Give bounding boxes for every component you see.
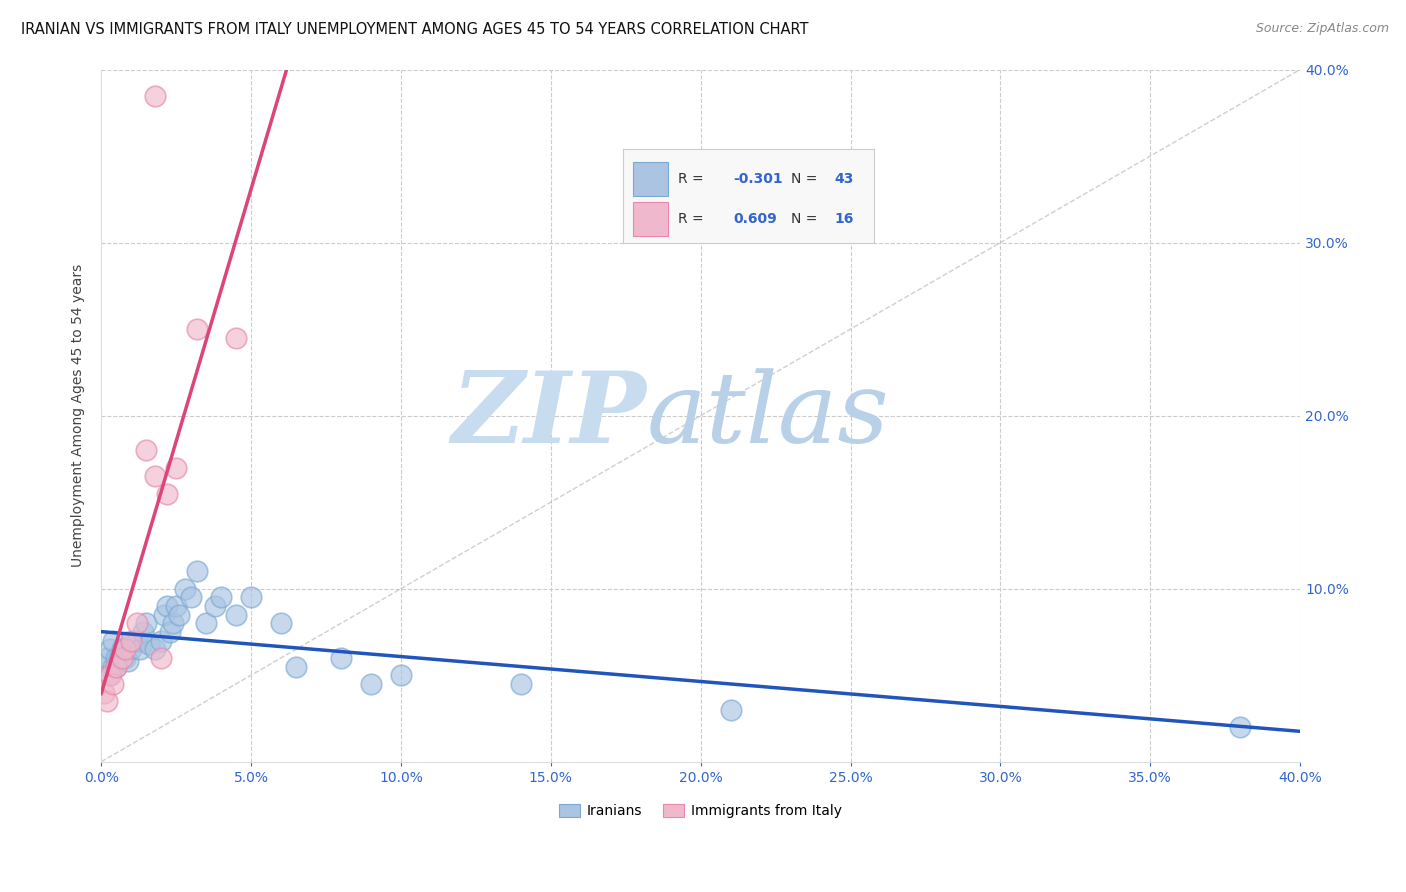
Point [209, 591, 232, 605]
Point [117, 654, 139, 668]
Point [96, 651, 118, 665]
Point [105, 651, 128, 665]
Point [122, 633, 145, 648]
Point [135, 616, 157, 631]
Legend: Iranians, Immigrants from Italy: Iranians, Immigrants from Italy [554, 799, 848, 824]
Point [389, 668, 412, 682]
Point [162, 616, 184, 631]
Point [240, 591, 263, 605]
Text: atlas: atlas [647, 368, 890, 463]
Y-axis label: Unemployment Among Ages 45 to 54 years: Unemployment Among Ages 45 to 54 years [72, 264, 86, 567]
Point [103, 677, 125, 691]
Point [127, 616, 149, 631]
Point [156, 486, 179, 500]
Point [143, 642, 166, 657]
Point [270, 616, 292, 631]
Point [225, 607, 247, 622]
Point [127, 633, 149, 648]
Point [360, 677, 382, 691]
Point [143, 88, 166, 103]
Point [509, 677, 531, 691]
Point [159, 624, 181, 639]
Point [150, 651, 173, 665]
Text: IRANIAN VS IMMIGRANTS FROM ITALY UNEMPLOYMENT AMONG AGES 45 TO 54 YEARS CORRELAT: IRANIAN VS IMMIGRANTS FROM ITALY UNEMPLO… [21, 22, 808, 37]
Point [120, 633, 142, 648]
Point [103, 633, 125, 648]
Point [150, 633, 173, 648]
Point [195, 616, 218, 631]
Point [174, 582, 197, 596]
Point [108, 651, 131, 665]
Point [135, 443, 157, 458]
Point [180, 591, 202, 605]
Point [285, 659, 308, 673]
Point [204, 599, 226, 613]
Point [120, 642, 142, 657]
Point [330, 651, 353, 665]
Point [225, 331, 247, 345]
Point [720, 703, 742, 717]
Point [186, 322, 208, 336]
Point [1229, 720, 1251, 734]
Point [165, 460, 187, 475]
Text: Source: ZipAtlas.com: Source: ZipAtlas.com [1256, 22, 1389, 36]
Point [98, 668, 121, 682]
Point [132, 624, 155, 639]
Point [111, 642, 134, 657]
Point [105, 659, 128, 673]
Point [186, 565, 208, 579]
Point [165, 599, 187, 613]
Point [114, 651, 136, 665]
Point [103, 659, 125, 673]
Point [96, 694, 118, 708]
Point [114, 642, 136, 657]
Point [138, 637, 160, 651]
Point [98, 668, 121, 682]
Point [129, 642, 152, 657]
Point [153, 607, 176, 622]
Point [93, 685, 115, 699]
Point [167, 607, 190, 622]
Point [105, 659, 128, 673]
Point [98, 642, 121, 657]
Point [143, 469, 166, 483]
Point [156, 599, 179, 613]
Point [111, 651, 134, 665]
Point [93, 659, 115, 673]
Text: ZIP: ZIP [451, 368, 647, 464]
